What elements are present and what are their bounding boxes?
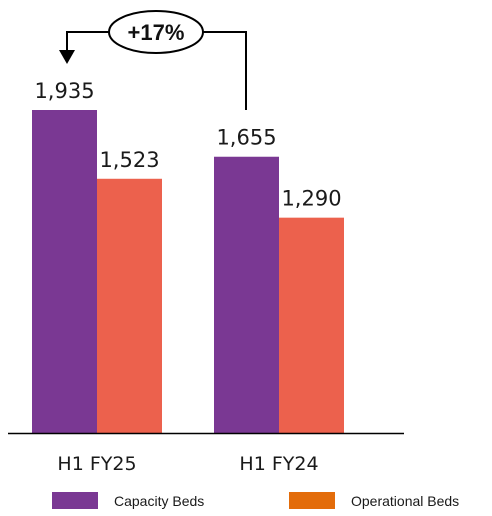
category-labels-group: H1 FY25 H1 FY24 [57,453,318,475]
annotation-ellipse [108,10,204,54]
category-label: H1 FY25 [57,453,136,475]
data-label: 1,935 [34,79,94,103]
arrow-down-icon [59,50,75,64]
data-label: 1,655 [216,126,276,150]
data-label: 1,290 [281,187,341,211]
annotation-connector-right [202,31,247,110]
legend-swatch [289,492,335,509]
value-labels-group: 1,935 1,523 1,655 1,290 [34,79,341,211]
annotation-connector-left [66,31,110,50]
category-label: H1 FY24 [239,453,318,475]
legend-swatch [52,492,98,509]
data-label: 1,523 [99,148,159,172]
bar-operational-beds-h1-fy24 [279,217,344,433]
bar-operational-beds-h1-fy25 [97,178,162,433]
bar-capacity-beds-h1-fy25 [32,110,97,433]
legend: Capacity Beds Operational Beds [52,492,459,509]
growth-annotation: +17% [59,10,247,110]
bars-group [32,110,344,433]
legend-label: Capacity Beds [114,493,204,509]
legend-label: Operational Beds [351,493,459,509]
bar-capacity-beds-h1-fy24 [214,156,279,433]
annotation-text: +17% [128,20,185,45]
